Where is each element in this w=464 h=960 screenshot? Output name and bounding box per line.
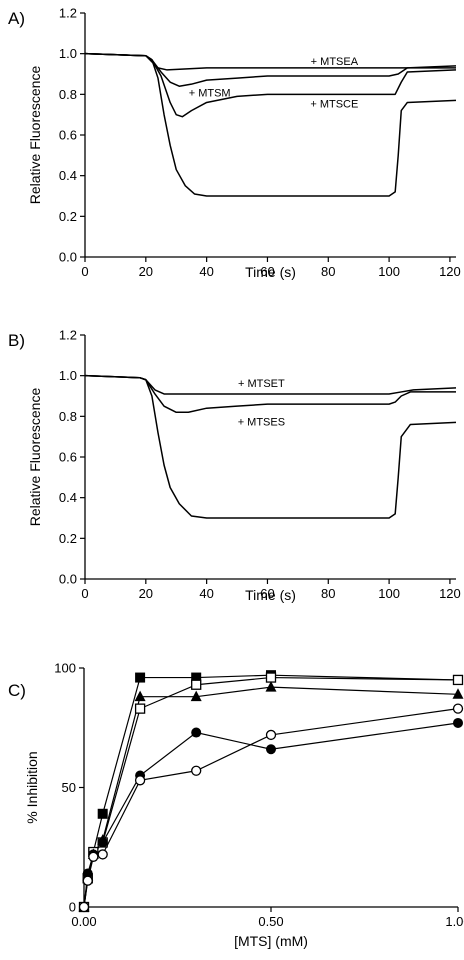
data-point-square-open xyxy=(134,703,146,714)
series-line-1 xyxy=(84,52,457,197)
data-point-square-filled xyxy=(97,808,108,819)
x-tick-label: 0 xyxy=(81,264,88,279)
data-point-circle-filled xyxy=(266,744,276,755)
y-tick-label: 0.2 xyxy=(59,531,77,546)
series-annotation: + MTSES xyxy=(238,416,285,428)
y-tick-label: 0.2 xyxy=(59,209,77,224)
y-axis-label: Relative Fluorescence xyxy=(27,388,43,527)
x-tick-label: 100 xyxy=(378,586,400,601)
panel-label: C) xyxy=(8,681,26,700)
y-tick-label: 0.8 xyxy=(59,409,77,424)
panel-label: B) xyxy=(8,331,25,350)
y-tick-label: 0 xyxy=(69,900,76,915)
x-tick-label: 120 xyxy=(439,264,461,279)
y-axis-label: Relative Fluorescence xyxy=(27,66,43,205)
x-axis-label: [MTS] (mM) xyxy=(234,933,308,949)
data-point-circle-open xyxy=(265,729,277,741)
data-point-circle-filled xyxy=(97,837,108,848)
x-tick-label: 40 xyxy=(199,264,213,279)
data-point-square-open xyxy=(191,679,202,690)
x-tick-label: 60 xyxy=(260,264,274,279)
series-line-3 xyxy=(84,374,457,395)
x-tick-label: 20 xyxy=(139,264,153,279)
series-annotation: + MTSET xyxy=(238,378,285,390)
data-point-circle-open xyxy=(78,901,90,913)
series-line-4 xyxy=(84,52,456,71)
x-tick-label: 80 xyxy=(321,264,335,279)
series-line-2 xyxy=(84,374,456,414)
series-line-2 xyxy=(84,52,457,118)
data-point-circle-filled xyxy=(191,727,202,738)
x-tick-label: 80 xyxy=(321,586,335,601)
series-line-1 xyxy=(84,374,457,519)
y-tick-label: 0.8 xyxy=(59,87,77,102)
y-tick-label: 1.0 xyxy=(59,46,77,61)
data-point-triangle-filled xyxy=(190,690,202,702)
data-point-circle-open xyxy=(82,875,93,886)
data-point-circle-open xyxy=(97,849,108,860)
x-tick-label: 120 xyxy=(439,586,461,601)
data-point-circle-filled xyxy=(82,868,93,879)
y-tick-label: 0.0 xyxy=(59,250,77,265)
x-tick-label: 40 xyxy=(199,586,213,601)
x-tick-label: 0.50 xyxy=(258,914,283,929)
x-tick-label: 1.00 xyxy=(445,914,464,929)
x-tick-label: 0 xyxy=(81,586,88,601)
series-annotation: + MTSCE xyxy=(310,98,358,110)
data-point-square-open xyxy=(265,672,277,683)
series-annotation: + MTSEA xyxy=(311,56,359,68)
y-tick-label: 1.2 xyxy=(59,328,77,343)
data-point-circle-open xyxy=(191,765,202,776)
panel-a-chart: 0 20 40 60 80 100 120 0.0 0.2 0.4 0.6 0.8 1.0 1.2 Time… xyxy=(8,6,461,281)
data-point-circle-open xyxy=(134,775,146,786)
data-point-triangle-filled xyxy=(134,690,146,702)
series-line-3 xyxy=(84,52,457,87)
y-tick-label: 50 xyxy=(62,780,76,795)
y-axis-label: % Inhibition xyxy=(24,751,40,823)
x-tick-label: 20 xyxy=(139,586,153,601)
panel-c-chart: 0.00 0.50 1.00 0 50 100 [MTS] (mM) % Inhibition… xyxy=(8,661,464,950)
y-tick-label: 1.2 xyxy=(59,6,77,21)
data-point-circle-filled xyxy=(453,717,463,728)
y-tick-label: 1.0 xyxy=(59,368,77,383)
data-point-square-filled xyxy=(191,672,202,683)
x-tick-label: 60 xyxy=(260,586,274,601)
data-point-circle-open xyxy=(452,703,464,714)
x-axis-label: Time (s) xyxy=(245,587,296,603)
panel-b-chart: 0 20 40 60 80 100 120 0.0 0.2 0.4 0.6 0.8 1.0 1.2 Time… xyxy=(8,328,461,604)
y-tick-label: 0.0 xyxy=(59,572,77,587)
y-tick-label: 0.6 xyxy=(59,450,77,465)
data-point-square-open xyxy=(452,674,464,686)
y-tick-label: 0.4 xyxy=(59,168,77,183)
x-axis-label: Time (s) xyxy=(245,264,296,280)
y-tick-label: 0.6 xyxy=(59,128,77,143)
data-point-triangle-filled xyxy=(265,681,277,692)
data-point-circle-open xyxy=(88,851,99,862)
y-tick-label: 0.4 xyxy=(59,490,77,505)
x-tick-label: 0.00 xyxy=(71,914,96,929)
series-line-3 xyxy=(83,686,459,908)
panel-label: A) xyxy=(8,9,25,28)
x-tick-label: 100 xyxy=(378,264,400,279)
data-point-triangle-filled xyxy=(452,688,464,699)
series-annotation: + MTSM xyxy=(189,87,231,99)
y-tick-label: 100 xyxy=(54,661,76,676)
data-point-square-filled xyxy=(135,672,146,683)
